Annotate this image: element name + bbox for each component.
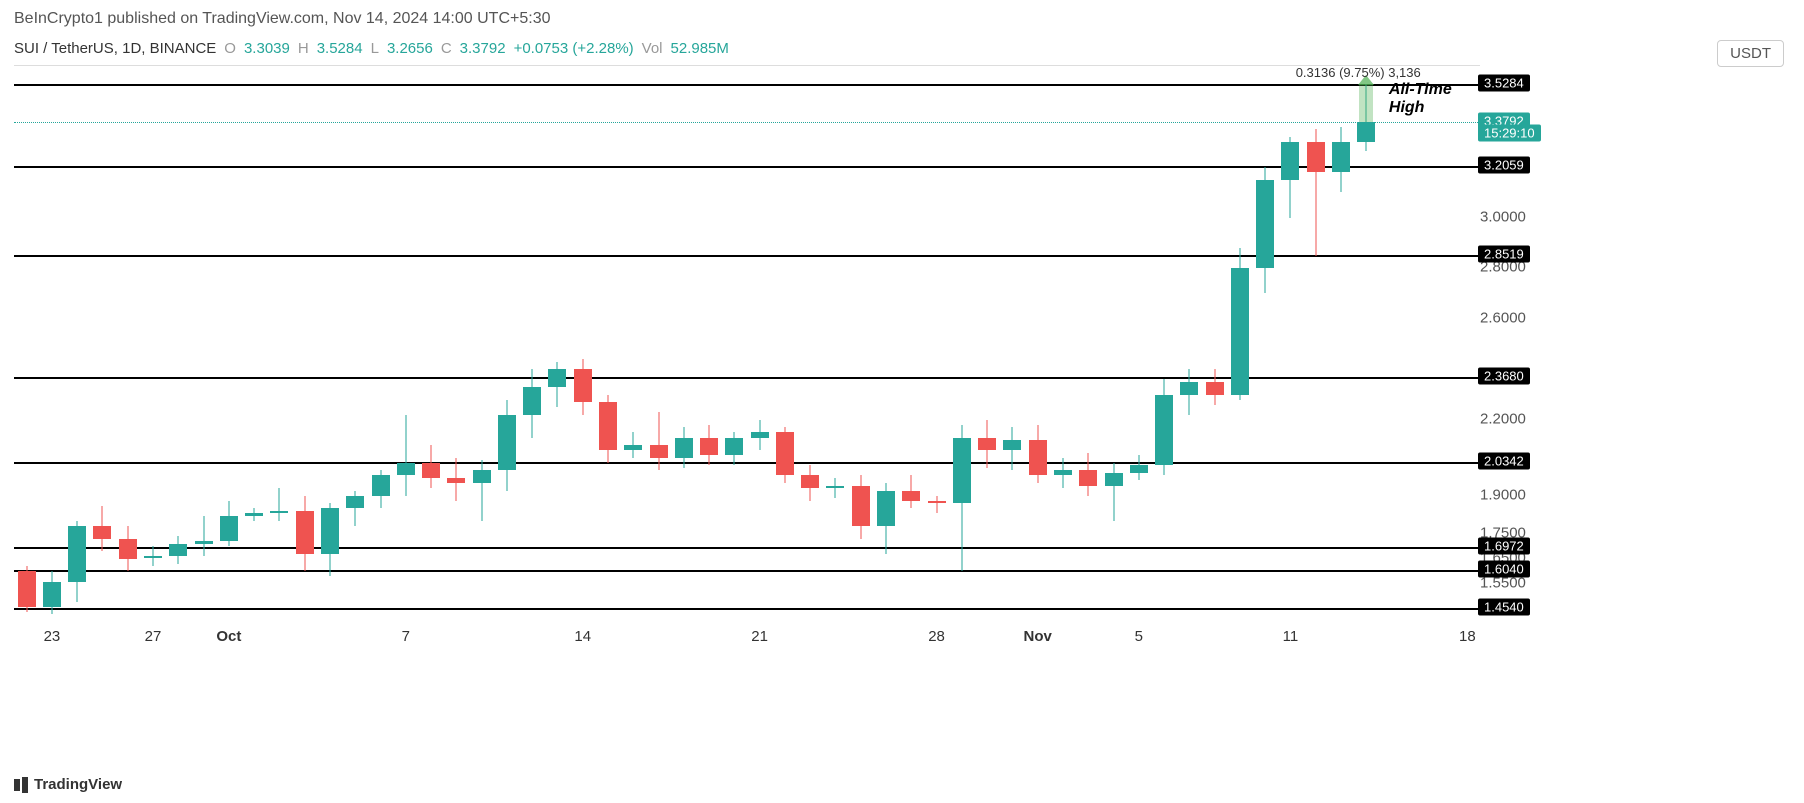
candle <box>1029 66 1047 622</box>
candle <box>902 66 920 622</box>
candle <box>1256 66 1274 622</box>
candle <box>397 66 415 622</box>
candle <box>624 66 642 622</box>
price-label: 1.6040 <box>1478 561 1530 578</box>
candle <box>220 66 238 622</box>
candle <box>1003 66 1021 622</box>
ohlc-close: 3.3792 <box>460 40 506 57</box>
ohlc-vol: 52.985M <box>671 40 729 57</box>
candle <box>498 66 516 622</box>
candle <box>296 66 314 622</box>
ohlc-bar: SUI / TetherUS, 1D, BINANCE O3.3039 H3.5… <box>14 40 729 57</box>
candle <box>852 66 870 622</box>
candle <box>473 66 491 622</box>
price-label: 3.2059 <box>1478 156 1530 173</box>
candle <box>801 66 819 622</box>
candle <box>422 66 440 622</box>
x-tick: 5 <box>1135 628 1143 645</box>
candle <box>43 66 61 622</box>
candlestick-chart[interactable]: All-Time High0.3136 (9.75%) 3,136 <box>14 65 1480 621</box>
candle <box>1332 66 1350 622</box>
x-tick: Oct <box>216 628 241 645</box>
y-tick: 3.0000 <box>1480 208 1526 225</box>
y-tick: 2.6000 <box>1480 309 1526 326</box>
candle <box>1281 66 1299 622</box>
x-tick: 21 <box>751 628 768 645</box>
x-axis: 23 27 Oct 7 14 21 28 Nov 5 11 18 <box>14 628 1480 658</box>
candle <box>1357 66 1375 622</box>
candle <box>1054 66 1072 622</box>
ohlc-change: +0.0753 (+2.28%) <box>514 40 634 57</box>
price-label: 2.3680 <box>1478 368 1530 385</box>
candle <box>953 66 971 622</box>
candle <box>119 66 137 622</box>
tradingview-logo-icon <box>14 777 28 793</box>
y-tick: 1.9000 <box>1480 486 1526 503</box>
currency-badge[interactable]: USDT <box>1717 40 1784 67</box>
x-tick: 23 <box>44 628 61 645</box>
publish-info: BeInCrypto1 published on TradingView.com… <box>14 10 550 28</box>
candle <box>1130 66 1148 622</box>
candle <box>751 66 769 622</box>
candle <box>346 66 364 622</box>
x-tick: 18 <box>1459 628 1476 645</box>
price-label: 2.0342 <box>1478 452 1530 469</box>
symbol-label: SUI / TetherUS, 1D, BINANCE <box>14 40 216 57</box>
x-tick: 27 <box>145 628 162 645</box>
y-axis: 3.00002.80002.60002.20001.90001.75001.65… <box>1480 65 1552 621</box>
candle <box>877 66 895 622</box>
price-label: 3.5284 <box>1478 75 1530 92</box>
candle <box>928 66 946 622</box>
x-tick: 7 <box>402 628 410 645</box>
candle <box>1079 66 1097 622</box>
candle <box>599 66 617 622</box>
range-arrow <box>1359 84 1373 122</box>
candle <box>372 66 390 622</box>
candle <box>574 66 592 622</box>
candle <box>18 66 36 622</box>
candle <box>245 66 263 622</box>
price-label: 2.8519 <box>1478 246 1530 263</box>
price-label: 1.4540 <box>1478 599 1530 616</box>
x-tick: Nov <box>1024 628 1052 645</box>
candle <box>548 66 566 622</box>
candle <box>270 66 288 622</box>
candle <box>169 66 187 622</box>
tradingview-text: TradingView <box>34 776 122 793</box>
candle <box>68 66 86 622</box>
ohlc-high: 3.5284 <box>317 40 363 57</box>
price-label: 1.6972 <box>1478 537 1530 554</box>
candle <box>1105 66 1123 622</box>
candle <box>675 66 693 622</box>
ohlc-open: 3.3039 <box>244 40 290 57</box>
candle <box>650 66 668 622</box>
tradingview-attribution: TradingView <box>14 776 122 793</box>
candle <box>1231 66 1249 622</box>
candle <box>447 66 465 622</box>
range-annotation: 0.3136 (9.75%) 3,136 <box>1296 65 1421 80</box>
candle <box>321 66 339 622</box>
price-label: 15:29:10 <box>1478 125 1541 142</box>
ath-label: All-Time High <box>1389 81 1480 117</box>
candle <box>1206 66 1224 622</box>
candle <box>195 66 213 622</box>
candle <box>725 66 743 622</box>
candle <box>144 66 162 622</box>
candle <box>93 66 111 622</box>
candle <box>776 66 794 622</box>
candle <box>523 66 541 622</box>
candle <box>978 66 996 622</box>
candle <box>826 66 844 622</box>
y-tick: 2.2000 <box>1480 410 1526 427</box>
x-tick: 28 <box>928 628 945 645</box>
x-tick: 11 <box>1283 628 1299 645</box>
candle <box>700 66 718 622</box>
ohlc-low: 3.2656 <box>387 40 433 57</box>
x-tick: 14 <box>574 628 591 645</box>
candle <box>1155 66 1173 622</box>
candle <box>1180 66 1198 622</box>
candle <box>1307 66 1325 622</box>
